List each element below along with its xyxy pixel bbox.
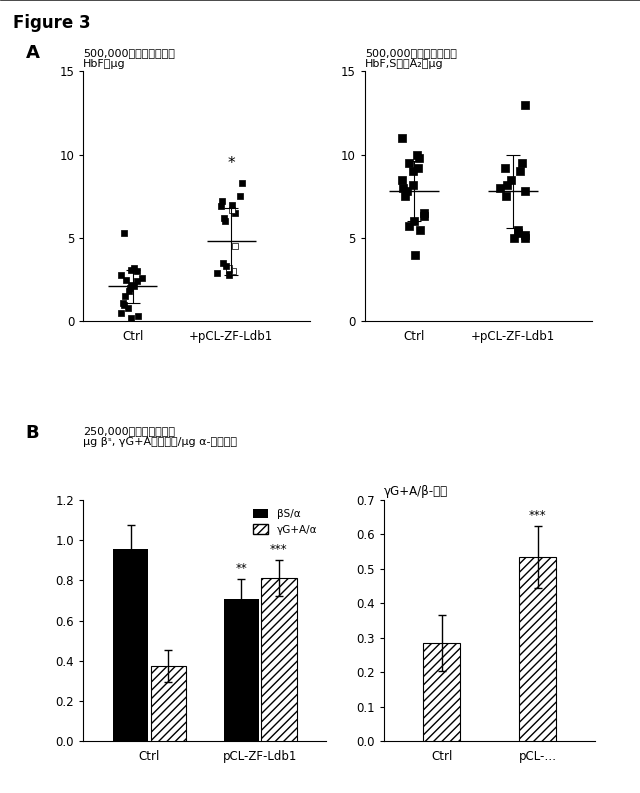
Text: ***: *** <box>529 509 547 523</box>
Point <box>495 182 506 194</box>
Point <box>506 174 516 186</box>
Point <box>129 280 139 293</box>
Point <box>520 232 530 244</box>
Point <box>520 98 531 111</box>
Text: 500,000赤血球細胞中の
HbFのμg: 500,000赤血球細胞中の HbFのμg <box>83 48 175 69</box>
Point <box>125 278 136 291</box>
Point <box>237 177 247 190</box>
Text: 500,000赤血球細胞中の
HbF,S及びA₂のμg: 500,000赤血球細胞中の HbF,S及びA₂のμg <box>365 48 457 69</box>
Point <box>220 212 230 224</box>
Point <box>228 265 238 278</box>
Point <box>520 185 531 197</box>
Point <box>224 262 234 274</box>
Bar <box>261 578 296 741</box>
Point <box>500 162 510 174</box>
Text: B: B <box>26 424 39 442</box>
Bar <box>113 549 148 741</box>
Point <box>120 273 131 286</box>
Bar <box>150 666 186 741</box>
Point <box>119 298 129 311</box>
Point <box>235 190 245 203</box>
Point <box>129 262 139 274</box>
Point <box>408 178 418 191</box>
Point <box>227 203 237 216</box>
Bar <box>519 557 556 741</box>
Point <box>123 301 133 314</box>
Point <box>125 263 136 276</box>
Text: ***: *** <box>270 543 287 556</box>
Point <box>399 190 410 203</box>
Point <box>415 224 425 236</box>
Point <box>500 190 511 203</box>
Point <box>132 310 143 323</box>
Point <box>403 157 413 170</box>
Point <box>410 215 420 228</box>
Point <box>120 290 131 303</box>
Point <box>227 198 237 211</box>
Point <box>412 148 422 161</box>
Point <box>125 312 136 324</box>
Point <box>513 227 524 239</box>
Point <box>119 227 129 239</box>
Point <box>419 207 429 220</box>
Point <box>517 157 527 170</box>
Point <box>116 268 127 281</box>
Point <box>397 182 408 194</box>
Point <box>216 200 226 213</box>
Bar <box>424 643 460 741</box>
Text: 250,000赤血球細胞中の
μg βˢ, γG+Aグロビン/μg α-グロビン: 250,000赤血球細胞中の μg βˢ, γG+Aグロビン/μg α-グロビン <box>83 426 237 447</box>
Point <box>509 232 519 244</box>
Point <box>217 195 227 208</box>
Point <box>401 185 412 197</box>
Point <box>397 174 407 186</box>
Point <box>502 178 512 191</box>
Point <box>131 265 141 278</box>
Text: γG+A/β-様鎖: γG+A/β-様鎖 <box>384 485 448 499</box>
Point <box>513 224 523 236</box>
Point <box>225 263 235 276</box>
Point <box>116 306 126 319</box>
Legend: βS/α, γG+A/α: βS/α, γG+A/α <box>248 505 321 538</box>
Point <box>220 215 230 228</box>
Text: *: * <box>228 156 235 171</box>
Text: **: ** <box>236 562 247 575</box>
Point <box>225 268 235 281</box>
Point <box>404 220 414 232</box>
Point <box>397 132 407 144</box>
Point <box>410 248 420 261</box>
Point <box>118 297 128 309</box>
Point <box>515 165 525 178</box>
Point <box>230 207 240 220</box>
Point <box>221 260 232 273</box>
Point <box>230 240 240 253</box>
Point <box>218 257 228 270</box>
Point <box>419 210 429 223</box>
Bar <box>223 600 259 741</box>
Point <box>212 266 223 279</box>
Point <box>408 165 418 178</box>
Point <box>125 282 135 294</box>
Point <box>136 271 147 284</box>
Point <box>413 162 423 174</box>
Text: Figure 3: Figure 3 <box>13 14 90 33</box>
Point <box>413 151 424 164</box>
Text: A: A <box>26 44 40 62</box>
Point <box>124 285 134 297</box>
Point <box>132 275 142 288</box>
Point <box>520 228 530 241</box>
